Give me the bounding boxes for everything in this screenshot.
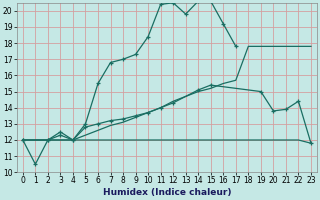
X-axis label: Humidex (Indice chaleur): Humidex (Indice chaleur) xyxy=(103,188,231,197)
